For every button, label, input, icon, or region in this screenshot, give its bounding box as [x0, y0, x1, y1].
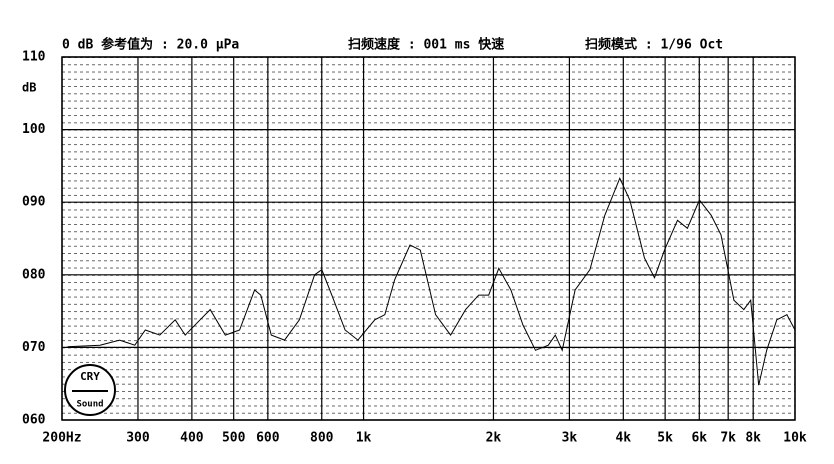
- y-tick-label: 110: [22, 50, 46, 65]
- logo-text: CRY: [80, 370, 100, 383]
- x-tick-label: 1k: [356, 431, 372, 446]
- x-tick-label: 200Hz: [42, 431, 81, 446]
- x-tick-label: 400: [180, 431, 204, 446]
- y-tick-label: 060: [22, 413, 46, 428]
- x-tick-label: 7k: [720, 431, 736, 446]
- x-tick-label: 300: [126, 431, 150, 446]
- y-tick-label: 100: [22, 122, 46, 137]
- header-ref: 0 dB 参考值为 : 20.0 μPa: [62, 37, 239, 53]
- x-tick-label: 8k: [745, 431, 761, 446]
- x-tick-label: 5k: [657, 431, 673, 446]
- x-tick-label: 2k: [486, 431, 502, 446]
- y-axis-label: dB: [22, 81, 36, 95]
- x-tick-label: 4k: [615, 431, 631, 446]
- minor-grid: [62, 57, 795, 420]
- x-tick-label: 500: [222, 431, 246, 446]
- y-tick-label: 070: [22, 340, 46, 355]
- y-tick-label: 080: [22, 267, 46, 282]
- logo: CRY Sound: [64, 364, 116, 416]
- y-tick-label: 090: [22, 195, 46, 210]
- x-tick-label: 6k: [691, 431, 707, 446]
- response-line: [67, 176, 796, 386]
- x-tick-label: 10k: [783, 431, 807, 446]
- header-mode: 扫频模式 : 1/96 Oct: [585, 37, 723, 53]
- logo-text: Sound: [76, 400, 103, 410]
- header-speed: 扫频速度 : 001 ms 快速: [348, 37, 504, 53]
- plot-frame: [61, 56, 796, 421]
- x-tick-label: 800: [310, 431, 334, 446]
- x-tick-label: 3k: [562, 431, 578, 446]
- x-tick-label: 600: [256, 431, 280, 446]
